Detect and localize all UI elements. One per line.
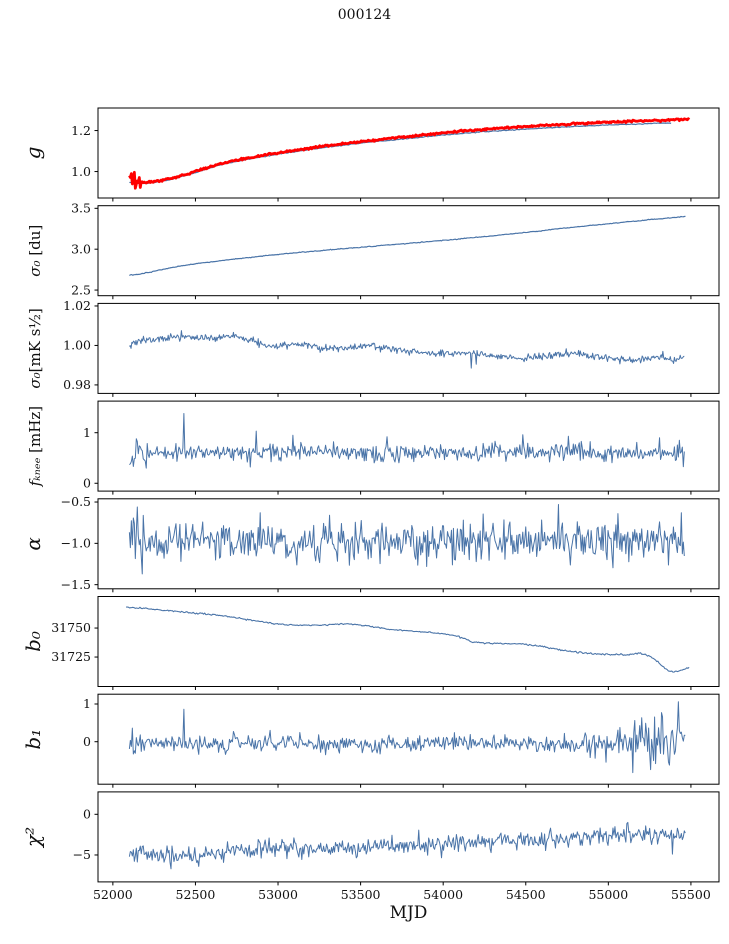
alpha-noisy-line [128, 504, 685, 575]
y-tick-label: 1 [83, 696, 91, 711]
x-tick-label: 54500 [506, 887, 546, 902]
x-ticks-sigma0_mK [112, 393, 692, 397]
panel-sigma0_mK: 0.98 1.00 1.02 σ₀[mK s½] [26, 298, 720, 397]
chi2-noisy-line [128, 821, 686, 870]
y-ticks-f_knee: 01 [83, 425, 98, 490]
panel-frame-alpha [97, 498, 720, 590]
x-ticks-b1 [112, 784, 692, 788]
y-ticks-sigma0_mK: 0.98 1.00 1.02 [63, 298, 98, 392]
panel-frame-b0 [97, 596, 720, 687]
y-axis-label-g: g [21, 147, 45, 160]
y-ticks-alpha: −1.5 −1.0 −0.5 [61, 494, 98, 592]
panel-alpha: −1.5 −1.0 −0.5 α [21, 494, 720, 593]
y-tick-label: 0 [83, 734, 91, 749]
gain-smooth-model-line [129, 122, 672, 185]
panel-frame-b1 [97, 693, 720, 785]
sigma0-mK-noisy-line [129, 330, 685, 369]
y-ticks-b1: 01 [83, 696, 98, 749]
y-tick-label: −1.5 [61, 577, 91, 592]
x-ticks-sigma0_du [112, 295, 692, 300]
sigma0-du-curve-line [129, 215, 686, 276]
y-axis-label-b0: b₀ [21, 631, 45, 652]
y-ticks-g: 1.0 1.2 [71, 123, 98, 179]
y-tick-label: 0.98 [63, 377, 91, 392]
panel-frame-g [97, 107, 720, 199]
y-ticks-b0: 31725 31750 [51, 620, 98, 664]
y-tick-label: 1.00 [63, 338, 91, 353]
y-axis-label-chi2: χ² [21, 827, 45, 849]
y-tick-label: 1 [83, 425, 91, 440]
gain-measured-red-line [128, 117, 691, 190]
x-axis-title: MJD [389, 903, 428, 923]
y-tick-label: 0 [83, 475, 91, 490]
panel-chi2: 52000 52500 53000 53500 54000 54500 55000 55500… [21, 791, 720, 902]
panel-sigma0_du: 2.5 3.0 3.5 σ₀ [du] [26, 201, 720, 300]
panel-frame-sigma0_mK [97, 302, 720, 394]
figure-title: 000124 [337, 7, 392, 23]
y-axis-label-f_knee: fₖₙₑₑ [mHz] [26, 406, 44, 487]
x-tick-label: 55500 [671, 887, 711, 902]
y-axis-label-sigma0_mK: σ₀[mK s½] [26, 308, 44, 388]
y-axis-label-sigma0_du: σ₀ [du] [26, 225, 44, 277]
panel-b0: 31725 31750 b₀ [21, 596, 720, 690]
x-tick-label: 52000 [93, 887, 133, 902]
y-tick-label: −0.5 [61, 494, 91, 509]
y-tick-label: 3.5 [71, 201, 91, 216]
b0-baseline-curve-line [126, 606, 690, 673]
y-tick-label: 31750 [51, 620, 91, 635]
panel-frame-sigma0_du [97, 205, 720, 297]
y-axis-label-b1: b₁ [21, 729, 45, 750]
b1-noisy-line [128, 701, 686, 774]
y-tick-label: 2.5 [71, 282, 91, 297]
y-tick-label: 1.0 [71, 164, 91, 179]
y-tick-label: −1.0 [61, 536, 91, 551]
y-tick-label: 31725 [51, 649, 91, 664]
y-tick-label: 0 [83, 807, 91, 822]
y-ticks-sigma0_du: 2.5 3.0 3.5 [71, 201, 98, 297]
x-tick-label: 54000 [423, 887, 463, 902]
y-tick-label: 3.0 [71, 241, 91, 256]
panel-g: 1.0 1.2 g [21, 107, 720, 202]
y-tick-label: 1.02 [63, 298, 91, 313]
panel-frame-chi2 [97, 791, 720, 883]
x-tick-label: 53500 [341, 887, 381, 902]
x-tick-label: 55000 [588, 887, 628, 902]
y-axis-label-alpha: α [21, 537, 45, 551]
x-ticks-chi2: 52000 52500 53000 53500 54000 54500 55000 55500 [93, 881, 711, 902]
x-ticks-alpha [112, 588, 692, 593]
x-ticks-g [112, 198, 692, 202]
panel-frame-f_knee [97, 400, 720, 492]
x-ticks-f_knee [112, 491, 692, 495]
y-tick-label: 1.2 [71, 123, 91, 138]
x-tick-label: 53000 [258, 887, 298, 902]
y-ticks-chi2: −5 0 [73, 807, 98, 862]
y-tick-label: −5 [73, 847, 91, 862]
x-ticks-b0 [112, 686, 692, 690]
x-tick-label: 52500 [176, 887, 216, 902]
fknee-noisy-line [129, 412, 685, 469]
